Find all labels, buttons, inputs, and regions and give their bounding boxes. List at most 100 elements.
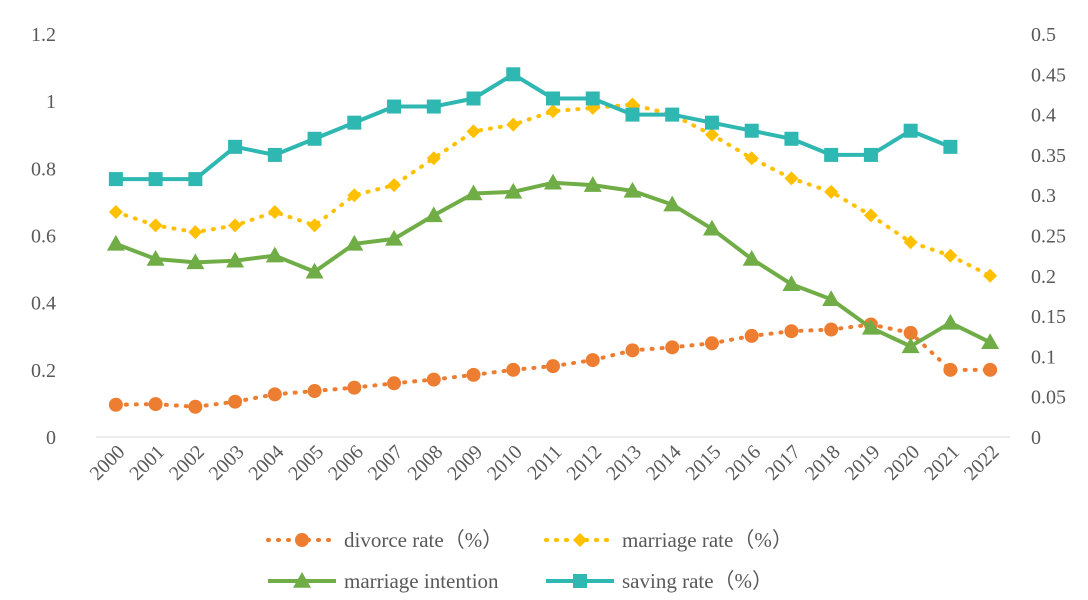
data-point <box>426 99 441 114</box>
series-line <box>113 102 993 278</box>
data-point <box>824 322 839 337</box>
legend-marker <box>295 533 309 547</box>
left-tick-label: 0 <box>46 427 56 449</box>
data-point <box>704 127 719 142</box>
series-0 <box>108 317 998 414</box>
x-tick-label: 2012 <box>562 441 606 485</box>
data-point <box>901 337 920 354</box>
left-tick-label: 0.6 <box>31 226 56 248</box>
data-point <box>464 184 483 201</box>
data-point <box>943 362 958 377</box>
data-point <box>347 380 362 395</box>
data-point <box>267 387 282 402</box>
data-point <box>108 172 123 187</box>
data-point <box>546 91 560 106</box>
right-y-axis: 0 0.05 0.1 0.15 0.2 0.25 0.3 0.35 0.4 0.45 0.5 <box>1031 24 1066 449</box>
data-point <box>863 208 878 223</box>
x-tick-label: 2021 <box>920 441 964 485</box>
data-point <box>903 235 918 250</box>
legend-item: saving rate（%） <box>546 569 773 593</box>
data-point <box>148 397 163 412</box>
legend-label: divorce rate（%） <box>344 528 503 552</box>
data-point <box>345 234 364 251</box>
data-point <box>307 131 322 146</box>
data-point <box>226 251 245 268</box>
data-point <box>188 172 203 187</box>
data-point <box>188 225 203 240</box>
right-tick-label: 0.3 <box>1031 185 1056 207</box>
data-point <box>861 318 880 335</box>
left-tick-label: 0.8 <box>31 158 56 180</box>
data-point <box>583 176 602 192</box>
x-tick-label: 2022 <box>960 441 1004 485</box>
data-point <box>742 250 761 266</box>
series-3 <box>108 67 958 187</box>
data-point <box>106 234 125 251</box>
series-line <box>115 72 952 182</box>
data-point <box>267 147 282 162</box>
x-tick-label: 2000 <box>86 441 130 485</box>
right-tick-label: 0.5 <box>1031 24 1056 46</box>
data-point <box>863 147 878 162</box>
x-tick-label: 2017 <box>761 441 805 485</box>
data-point <box>782 275 801 291</box>
data-point <box>228 218 243 233</box>
data-point <box>387 178 402 193</box>
data-point <box>546 359 560 374</box>
data-point <box>744 123 759 138</box>
data-point <box>702 219 721 236</box>
data-point <box>822 290 841 307</box>
data-point <box>466 124 481 139</box>
legend-marker <box>573 574 587 588</box>
left-tick-label: 0.2 <box>31 360 56 382</box>
data-point <box>188 399 203 414</box>
right-tick-label: 0.1 <box>1031 346 1056 368</box>
data-point <box>305 262 324 279</box>
data-point <box>824 147 839 162</box>
left-y-axis: 0 0.2 0.4 0.6 0.8 1 1.2 <box>31 24 56 449</box>
series-line <box>115 180 992 349</box>
data-point <box>424 206 443 223</box>
x-tick-label: 2001 <box>125 441 169 485</box>
x-axis: 2000200120022003200420052006200720082009… <box>86 441 1004 485</box>
right-tick-label: 0.25 <box>1031 226 1066 248</box>
data-point <box>307 218 322 233</box>
data-point <box>943 248 958 263</box>
data-point <box>504 182 523 199</box>
data-point <box>347 188 362 203</box>
x-tick-label: 2014 <box>642 441 686 485</box>
left-tick-label: 1.2 <box>31 24 56 46</box>
right-tick-label: 0 <box>1031 427 1041 449</box>
series-layer <box>106 67 1000 414</box>
right-tick-label: 0.15 <box>1031 306 1066 328</box>
x-tick-label: 2008 <box>403 441 447 485</box>
data-point <box>585 353 600 368</box>
legend-item: marriage intention <box>268 569 499 593</box>
data-point <box>704 115 719 130</box>
right-tick-label: 0.35 <box>1031 145 1066 167</box>
data-point <box>228 139 243 154</box>
data-point <box>148 218 163 233</box>
legend-item: divorce rate（%） <box>266 528 503 552</box>
data-point <box>665 107 680 122</box>
data-point <box>983 268 998 283</box>
data-point <box>385 229 404 246</box>
legend-item: marriage rate（%） <box>544 528 793 552</box>
data-point <box>625 107 640 122</box>
left-tick-label: 0.4 <box>31 293 56 315</box>
data-point <box>663 195 682 212</box>
data-point <box>824 184 839 199</box>
x-tick-label: 2002 <box>165 441 209 485</box>
data-point <box>941 313 960 330</box>
data-point <box>506 117 521 132</box>
x-tick-label: 2003 <box>205 441 249 485</box>
data-point <box>744 151 759 166</box>
legend: divorce rate（%） marriage rate（%） marriage … <box>266 528 793 593</box>
legend-label: marriage intention <box>344 569 499 593</box>
x-tick-label: 2005 <box>284 441 328 485</box>
data-point <box>983 362 998 377</box>
x-tick-label: 2009 <box>443 441 487 485</box>
x-tick-label: 2004 <box>245 441 289 485</box>
data-point <box>146 250 165 266</box>
